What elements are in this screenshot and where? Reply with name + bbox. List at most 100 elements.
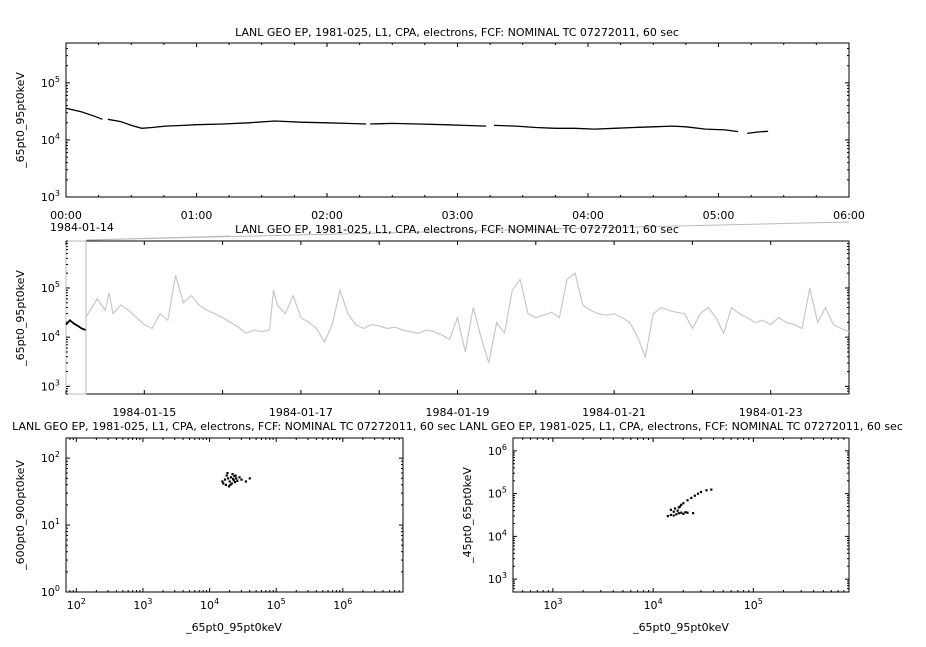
x-tick-label: 1984-01-15 <box>112 406 176 419</box>
y-tick-label: 105 <box>488 486 507 501</box>
scatter-point <box>248 477 251 480</box>
x-tick-label: 103 <box>133 597 152 612</box>
scatter-point <box>676 509 679 512</box>
chart-title: LANL GEO EP, 1981-025, L1, CPA, electron… <box>235 223 679 236</box>
y-tick-label: 104 <box>488 528 507 543</box>
zoom-window <box>65 240 87 395</box>
scatter-point <box>225 474 228 477</box>
x-tick-label: 01:00 <box>181 209 213 222</box>
scatter-point <box>705 489 708 492</box>
y-tick-label: 102 <box>41 450 60 465</box>
scatter-point <box>696 492 700 495</box>
zoom-connector-right <box>85 221 850 241</box>
x-axis-label: _65pt0_95pt0keV <box>632 621 729 634</box>
plot-area <box>65 437 404 593</box>
y-tick-label: 103 <box>488 571 507 586</box>
data-line-series <box>85 272 850 364</box>
scatter-point <box>226 472 229 475</box>
y-tick-label: 104 <box>41 329 60 344</box>
y-axis-label: _45pt0_65pt0keV <box>461 467 474 564</box>
scatter-point <box>231 473 234 476</box>
plot-area <box>512 437 850 593</box>
y-tick-label: 101 <box>41 517 60 532</box>
panel-overview-timeseries: LANL GEO EP, 1981-025, L1, CPA, electron… <box>14 223 850 419</box>
scatter-point <box>675 513 678 516</box>
scatter-point <box>677 512 680 515</box>
x-tick-label: 105 <box>267 597 286 612</box>
x-tick-label: 05:00 <box>703 209 735 222</box>
x-tick-label: 1984-01-23 <box>739 406 803 419</box>
scatter-point <box>684 511 687 514</box>
data-line-segment <box>107 118 367 129</box>
scatter-point <box>686 499 689 502</box>
y-axis-label: _65pt0_95pt0keV <box>14 72 27 169</box>
scatter-point <box>699 490 703 494</box>
y-axis-label: _65pt0_95pt0keV <box>14 270 27 367</box>
scatter-point <box>224 483 227 486</box>
x-tick-label: 1984-01-21 <box>582 406 646 419</box>
data-line-segment <box>493 124 739 133</box>
x-tick-label: 102 <box>67 597 86 612</box>
date-label: 1984-01-14 <box>50 221 114 234</box>
scatter-point <box>229 483 232 486</box>
scatter-point <box>680 511 683 514</box>
scatter-point <box>690 496 693 499</box>
scatter-point <box>234 474 237 477</box>
scatter-point <box>692 512 695 515</box>
y-tick-label: 105 <box>41 75 60 90</box>
scatter-point <box>233 481 237 484</box>
x-tick-label: 106 <box>333 597 352 612</box>
panel-scatter-left: LANL GEO EP, 1981-025, L1, CPA, electron… <box>12 420 456 634</box>
x-tick-label: 06:00 <box>833 209 865 222</box>
scatter-point <box>232 477 235 481</box>
scatter-point <box>230 476 233 479</box>
x-tick-label: 00:00 <box>50 209 82 222</box>
chart-title: LANL GEO EP, 1981-025, L1, CPA, electron… <box>12 420 456 433</box>
data-line-segment <box>370 122 487 127</box>
x-tick-label: 03:00 <box>442 209 474 222</box>
y-tick-label: 104 <box>41 132 60 147</box>
x-tick-label: 04:00 <box>572 209 604 222</box>
scatter-point <box>222 482 225 485</box>
scatter-point <box>710 488 713 491</box>
scatter-point <box>235 477 238 480</box>
y-tick-label: 106 <box>488 443 507 458</box>
plot-area <box>65 42 850 198</box>
x-tick-label: 103 <box>543 597 562 612</box>
scatter-point <box>678 505 682 508</box>
scatter-point <box>669 508 672 511</box>
scatter-point <box>672 510 675 513</box>
scatter-point <box>686 511 689 514</box>
scatter-point <box>228 480 231 483</box>
x-axis-label: _65pt0_95pt0keV <box>185 621 282 634</box>
scatter-point <box>669 513 672 516</box>
x-tick-label: 02:00 <box>311 209 343 222</box>
scatter-point <box>223 478 227 481</box>
chart-title: LANL GEO EP, 1981-025, L1, CPA, electron… <box>235 26 679 39</box>
y-axis-label: _600pt0_900pt0keV <box>14 460 27 571</box>
panel-top-timeseries: LANL GEO EP, 1981-025, L1, CPA, electron… <box>14 26 865 234</box>
scatter-point <box>227 485 231 488</box>
scatter-point <box>233 475 236 478</box>
data-line-segment <box>65 107 103 120</box>
data-line-segment <box>747 130 769 135</box>
scatter-point <box>693 494 696 497</box>
y-tick-label: 105 <box>41 280 60 295</box>
scatter-point <box>238 476 241 479</box>
scatter-point <box>666 515 669 518</box>
x-tick-label: 104 <box>200 597 219 612</box>
x-tick-label: 104 <box>644 597 663 612</box>
panel-scatter-right: LANL GEO EP, 1981-025, L1, CPA, electron… <box>459 420 903 634</box>
scatter-point <box>232 479 235 482</box>
x-tick-label: 1984-01-19 <box>426 406 490 419</box>
scatter-point <box>672 514 675 517</box>
x-tick-label: 1984-01-17 <box>269 406 333 419</box>
scatter-point <box>240 478 243 481</box>
y-tick-label: 100 <box>41 584 60 599</box>
data-line-series <box>65 319 86 331</box>
scatter-point <box>221 480 224 483</box>
y-tick-label: 103 <box>41 378 60 393</box>
scatter-point <box>680 503 683 506</box>
scatter-point <box>230 482 233 485</box>
